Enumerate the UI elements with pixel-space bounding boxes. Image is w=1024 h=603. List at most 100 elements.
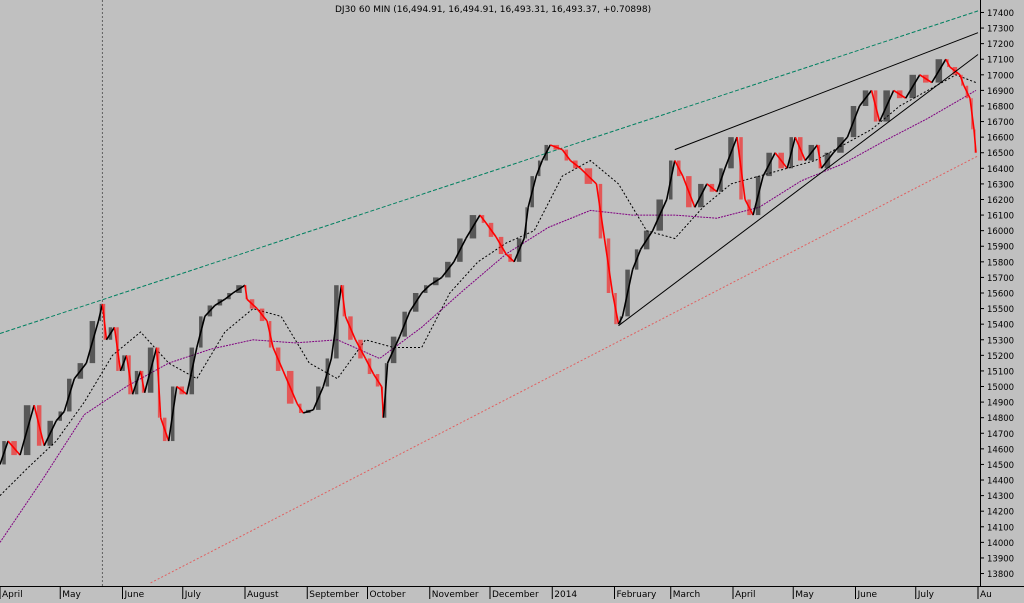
price-bar	[445, 261, 451, 278]
upper-channel-line	[0, 10, 979, 334]
price-bar	[433, 277, 439, 286]
price-bar	[909, 74, 916, 99]
price-bar	[128, 355, 131, 395]
x-tick-label: 2014	[554, 590, 577, 599]
price-bar	[108, 327, 113, 340]
price-bar	[36, 405, 42, 446]
price-bar	[179, 386, 185, 395]
price-bar	[896, 90, 903, 99]
y-tick-label: 17200	[987, 40, 1014, 50]
y-tick-label: 15500	[987, 305, 1014, 315]
price-bar	[122, 355, 125, 371]
price-bar	[268, 321, 272, 348]
x-tick-label: March	[673, 590, 700, 599]
price-bar	[157, 347, 160, 418]
price-bar	[564, 149, 569, 161]
x-tick-label: October	[370, 590, 406, 599]
price-bar	[656, 199, 663, 231]
y-tick-label: 16000	[987, 227, 1014, 237]
price-bar	[824, 152, 831, 169]
price-bar	[606, 238, 611, 293]
price-bar	[971, 98, 973, 130]
y-tick-label: 14300	[987, 492, 1014, 502]
x-tick-label: April	[735, 590, 756, 599]
price-bar	[342, 285, 345, 317]
y-tick-label: 13900	[987, 554, 1014, 564]
price-bar	[375, 374, 380, 387]
x-tick-label: July	[184, 590, 202, 599]
price-bar	[862, 90, 869, 106]
price-bar	[170, 386, 175, 442]
x-tick-label: June	[856, 590, 877, 599]
y-tick-label: 15300	[987, 336, 1014, 346]
price-bar	[390, 336, 397, 364]
price-bar	[2, 441, 6, 465]
price-bar	[207, 305, 213, 317]
price-bar	[457, 238, 463, 262]
price-bar	[99, 303, 102, 322]
x-tick-label: May	[62, 590, 81, 599]
y-tick-label: 16300	[987, 180, 1014, 190]
y-tick-label: 16900	[987, 87, 1014, 97]
price-bar	[798, 137, 803, 161]
price-bar	[947, 59, 949, 68]
x-tick-label: Au	[980, 590, 992, 599]
price-bar	[709, 183, 715, 192]
y-tick-label: 14400	[987, 477, 1014, 487]
lower-channel-line	[150, 155, 979, 584]
price-bar	[358, 339, 363, 359]
price-bar	[818, 144, 821, 169]
price-bar	[544, 144, 548, 161]
price-bar	[382, 386, 384, 418]
price-bar	[199, 316, 203, 348]
price-bar	[525, 207, 527, 239]
x-tick-label: August	[247, 590, 279, 599]
y-tick-label: 15600	[987, 290, 1014, 300]
price-bar	[553, 144, 560, 150]
price-bar	[227, 293, 231, 300]
price-bar	[488, 222, 494, 237]
wedge-trendline	[674, 32, 979, 151]
y-tick-label: 17300	[987, 25, 1014, 35]
price-bar	[873, 90, 878, 122]
y-tick-label: 16400	[987, 165, 1014, 175]
price-bar	[584, 168, 593, 184]
price-bar	[965, 85, 969, 99]
price-bar	[348, 316, 353, 340]
price-bar	[259, 308, 265, 322]
price-bar	[625, 269, 630, 317]
price-bar	[778, 152, 784, 169]
x-tick-label: December	[492, 590, 539, 599]
price-bar	[974, 129, 976, 153]
price-bar	[77, 363, 84, 379]
price-bar	[850, 105, 857, 138]
price-bar	[598, 183, 603, 239]
y-tick-label: 14000	[987, 539, 1014, 549]
x-tick-label: September	[309, 590, 359, 599]
y-tick-label: 15700	[987, 274, 1014, 284]
price-bar	[530, 176, 534, 208]
y-tick-label: 14800	[987, 414, 1014, 424]
y-tick-label: 16100	[987, 212, 1014, 222]
x-tick-label: April	[2, 590, 23, 599]
price-bar	[162, 417, 167, 442]
price-bar	[67, 378, 72, 412]
price-bar	[11, 441, 17, 456]
price-bar	[217, 299, 223, 306]
x-tick-label: February	[617, 590, 658, 599]
price-bar	[837, 137, 844, 153]
price-bar	[883, 90, 890, 122]
price-bar	[686, 176, 692, 208]
y-tick-label: 17400	[987, 9, 1014, 19]
y-tick-label: 15100	[987, 367, 1014, 377]
price-bar	[537, 160, 541, 177]
price-bar	[516, 238, 522, 262]
price-bar	[306, 409, 311, 414]
price-bar	[614, 293, 617, 325]
y-tick-label: 16600	[987, 134, 1014, 144]
y-axis: 13800 13900 14000 14100 14200 14300 14400 14500…	[980, 9, 1014, 580]
price-bar	[298, 403, 302, 414]
y-tick-label: 16500	[987, 149, 1014, 159]
y-tick-label: 14500	[987, 461, 1014, 471]
